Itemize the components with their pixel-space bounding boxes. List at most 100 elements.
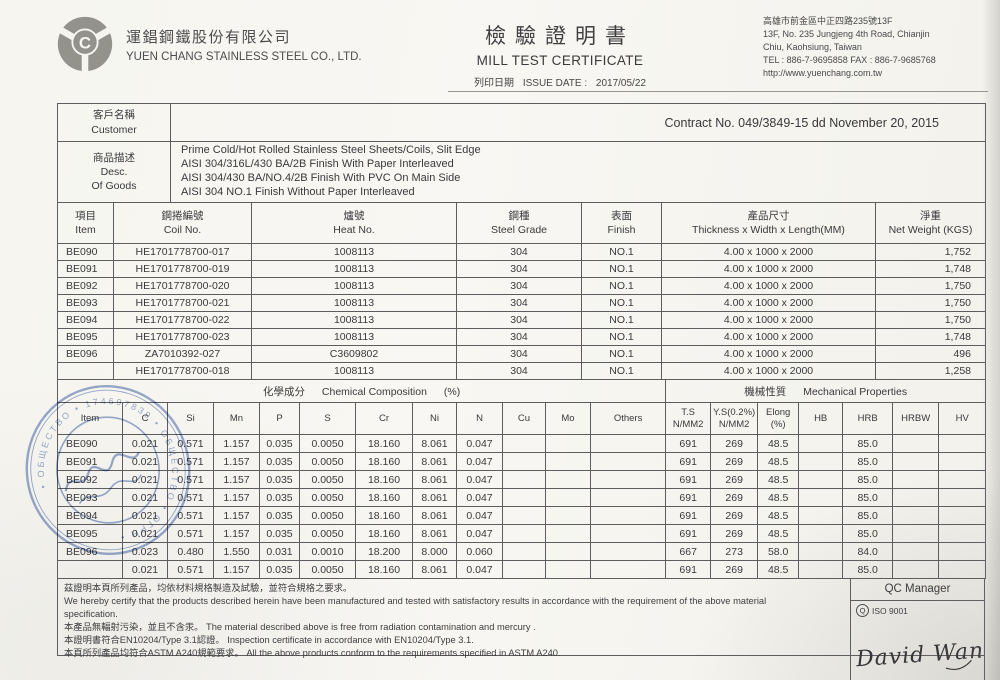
table-cell: 304 xyxy=(456,311,582,329)
table-cell: 1.157 xyxy=(213,506,260,525)
table-cell: 8.061 xyxy=(412,488,457,507)
header-divider xyxy=(448,91,988,92)
table-cell: 48.5 xyxy=(757,434,800,453)
table-cell: 8.061 xyxy=(412,434,457,453)
table-cell xyxy=(502,524,546,543)
column-header-net-weight: 淨重 Net Weight (KGS) xyxy=(875,202,986,244)
table-cell: 273 xyxy=(710,542,759,561)
table-cell: 0.571 xyxy=(167,452,214,471)
table-cell: 8.000 xyxy=(412,542,457,561)
table-cell: NO.1 xyxy=(581,277,662,295)
table-cell: HE1701778700-018 xyxy=(113,362,252,380)
customer-label: 客戶名稱 Customer xyxy=(57,103,171,142)
table-cell: 1008113 xyxy=(251,328,457,346)
qc-signature-area: Q ISO 9001 David Wang xyxy=(851,601,984,680)
issue-date-label-cn: 列印日期 xyxy=(474,78,515,89)
table-cell: 0.060 xyxy=(456,542,503,561)
table-cell: 0.021 xyxy=(122,488,168,507)
text-line: Prime Cold/Hot Rolled Stainless Steel Sh… xyxy=(181,144,481,157)
table-row: BE091 HE1701778700-019 1008113 304 NO.1 4.00 … xyxy=(57,260,986,278)
table-cell xyxy=(798,506,844,525)
table-cell: 18.200 xyxy=(355,542,413,561)
table-row: BE090 HE1701778700-017 1008113 304 NO.1 4.00 … xyxy=(57,243,986,261)
table-cell: 0.0050 xyxy=(299,452,356,471)
section-unit: (%) xyxy=(443,385,461,398)
table-cell: 1008113 xyxy=(251,294,457,312)
column-header: S xyxy=(299,402,356,435)
table-cell xyxy=(545,542,591,561)
customer-row: 客戶名稱 Customer Contract No. 049/3849-15 d… xyxy=(57,103,986,142)
table-cell: NO.1 xyxy=(581,311,662,329)
table-cell: HE1701778700-019 xyxy=(113,260,252,278)
column-header-size: 產品尺寸 Thickness x Width x Length(MM) xyxy=(661,202,876,244)
table-cell: 0.047 xyxy=(456,560,503,579)
table-row: BE090 0.021 0.571 1.157 0.035 0.0050 18.160 8.0… xyxy=(57,434,987,453)
table-cell: NO.1 xyxy=(581,294,662,312)
chemical-composition-section-title: 化學成分 Chemical Composition (%) xyxy=(56,379,667,403)
table-cell xyxy=(589,452,667,471)
table-cell: 85.0 xyxy=(842,560,894,579)
svg-text:C: C xyxy=(79,34,91,53)
column-header: HRBW xyxy=(892,402,940,435)
table-cell: 85.0 xyxy=(842,452,894,471)
table-cell: 691 xyxy=(665,524,712,543)
text-line: 本證明書符合EN10204/Type 3.1認證。 Inspection cer… xyxy=(64,635,474,646)
table-cell xyxy=(502,470,546,489)
table-cell: 8.061 xyxy=(412,452,457,471)
table-cell xyxy=(502,434,546,453)
table-cell: 269 xyxy=(710,452,759,471)
table-cell: 18.160 xyxy=(355,452,413,471)
issue-date-label-en: ISSUE DATE : xyxy=(522,78,588,89)
address-line: 13F, No. 235 Jungjeng 4th Road, Chianjin xyxy=(763,29,930,40)
table-cell xyxy=(892,506,940,525)
table-cell xyxy=(589,488,667,507)
table-cell: 48.5 xyxy=(757,524,800,543)
column-header: Cr xyxy=(355,402,413,435)
qc-manager-signature: David Wang xyxy=(854,637,981,672)
table-cell: ZA7010392-027 xyxy=(113,345,252,363)
table-cell: 84.0 xyxy=(842,542,894,561)
table-cell: BE096 xyxy=(57,542,123,561)
table-cell: 4.00 x 1000 x 2000 xyxy=(661,345,876,363)
table-cell: HE1701778700-022 xyxy=(113,311,252,329)
table-cell xyxy=(798,488,844,507)
table-cell: 0.035 xyxy=(259,524,300,543)
table-cell xyxy=(798,542,844,561)
table-cell xyxy=(589,434,667,453)
text-line: AISI 304/316L/430 BA/2B Finish With Pape… xyxy=(181,158,454,171)
table-cell: 667 xyxy=(665,542,712,561)
text-line: 本頁所列產品均符合ASTM A240規範要求。 All the above pr… xyxy=(64,648,561,659)
company-address-block: 高雄市前金區中正四路235號13F 13F, No. 235 Jungjeng … xyxy=(763,15,988,80)
certification-footer: 茲證明本頁所列產品，均依材料規格製造及試驗，並符合規格之要求。 We hereby… xyxy=(57,578,985,680)
column-header: C xyxy=(122,402,168,435)
table-cell: 1,748 xyxy=(875,328,986,346)
company-name-en: YUEN CHANG STAINLESS STEEL CO., LTD. xyxy=(126,50,362,63)
table-cell xyxy=(938,488,987,507)
column-header: N xyxy=(456,402,503,435)
table-cell: 18.160 xyxy=(355,470,413,489)
table-cell: 48.5 xyxy=(757,506,800,525)
table-cell: 1.157 xyxy=(213,470,260,489)
description-label-cn: 商品描述 xyxy=(93,151,135,164)
table-cell xyxy=(502,542,546,561)
table-cell: NO.1 xyxy=(581,260,662,278)
table-cell: 1,258 xyxy=(875,362,986,380)
table-cell: 48.5 xyxy=(757,488,800,507)
qc-manager-box: QC Manager Q ISO 9001 David Wang xyxy=(850,578,985,680)
table-cell: 18.160 xyxy=(355,506,413,525)
table-cell xyxy=(502,452,546,471)
table-cell: 0.047 xyxy=(456,506,503,525)
table-cell: 0.571 xyxy=(167,488,214,507)
product-table: 項目 Item 鋼捲編號 Coil No. 爐號 Heat No. 鋼種 Steel G… xyxy=(57,202,986,380)
table-cell: 85.0 xyxy=(842,488,894,507)
table-cell xyxy=(938,434,987,453)
table-cell: 0.0050 xyxy=(299,470,356,489)
qc-manager-title: QC Manager xyxy=(851,579,984,601)
section-title-en: Mechanical Properties xyxy=(803,385,908,398)
text-line: 本產品無輻射污染，並且不含汞。 The material described a… xyxy=(64,622,536,633)
table-cell: 1,750 xyxy=(875,311,986,329)
table-cell: 0.031 xyxy=(259,542,300,561)
table-cell: 304 xyxy=(456,243,582,261)
table-cell: 1.157 xyxy=(213,524,260,543)
